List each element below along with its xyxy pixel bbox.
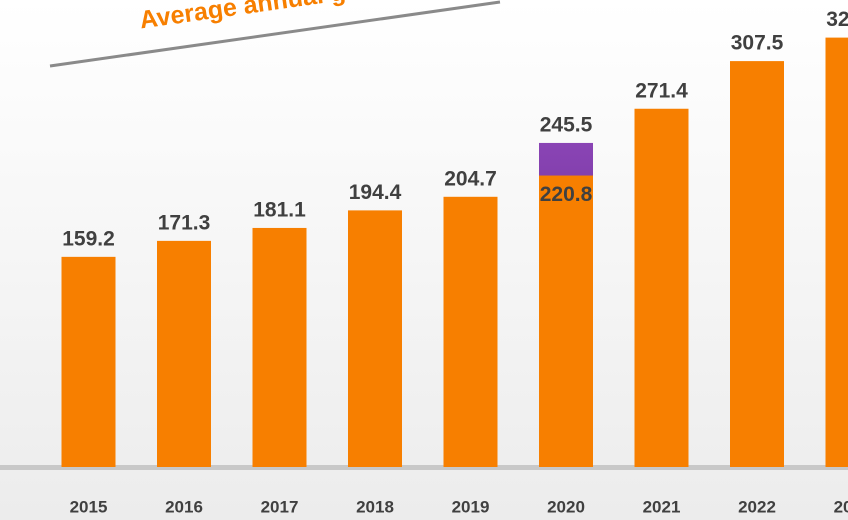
value-label: 204.7 bbox=[444, 167, 497, 190]
bar bbox=[825, 37, 848, 467]
x-tick-label: 2016 bbox=[165, 497, 203, 516]
bar bbox=[348, 210, 402, 467]
bar bbox=[157, 240, 211, 467]
x-tick-label: 2023 bbox=[834, 497, 848, 516]
value-label: 171.3 bbox=[158, 211, 211, 234]
bar bbox=[252, 227, 307, 467]
x-axis bbox=[0, 465, 848, 470]
x-tick-label: 2019 bbox=[452, 497, 490, 516]
value-label: 307.5 bbox=[731, 32, 784, 55]
bar bbox=[61, 256, 116, 467]
bar bbox=[539, 175, 593, 467]
value-label: 194.4 bbox=[349, 181, 402, 204]
value-label: 220.8 bbox=[540, 183, 593, 206]
x-tick-label: 2020 bbox=[547, 497, 585, 516]
value-label: 181.1 bbox=[253, 198, 306, 221]
trend-line bbox=[49, 0, 501, 68]
x-tick-label: 2017 bbox=[261, 497, 299, 516]
value-label: 271.4 bbox=[635, 79, 688, 102]
value-label: 325.3 bbox=[826, 8, 848, 31]
x-tick-label: 2015 bbox=[70, 497, 108, 516]
value-label: 245.5 bbox=[540, 113, 593, 136]
x-tick-label: 2021 bbox=[643, 497, 681, 516]
bar bbox=[443, 196, 498, 467]
bar bbox=[634, 108, 689, 467]
x-tick-label: 2022 bbox=[738, 497, 776, 516]
bar bbox=[730, 61, 784, 467]
x-tick-label: 2018 bbox=[356, 497, 394, 516]
value-label: 159.2 bbox=[62, 227, 115, 250]
